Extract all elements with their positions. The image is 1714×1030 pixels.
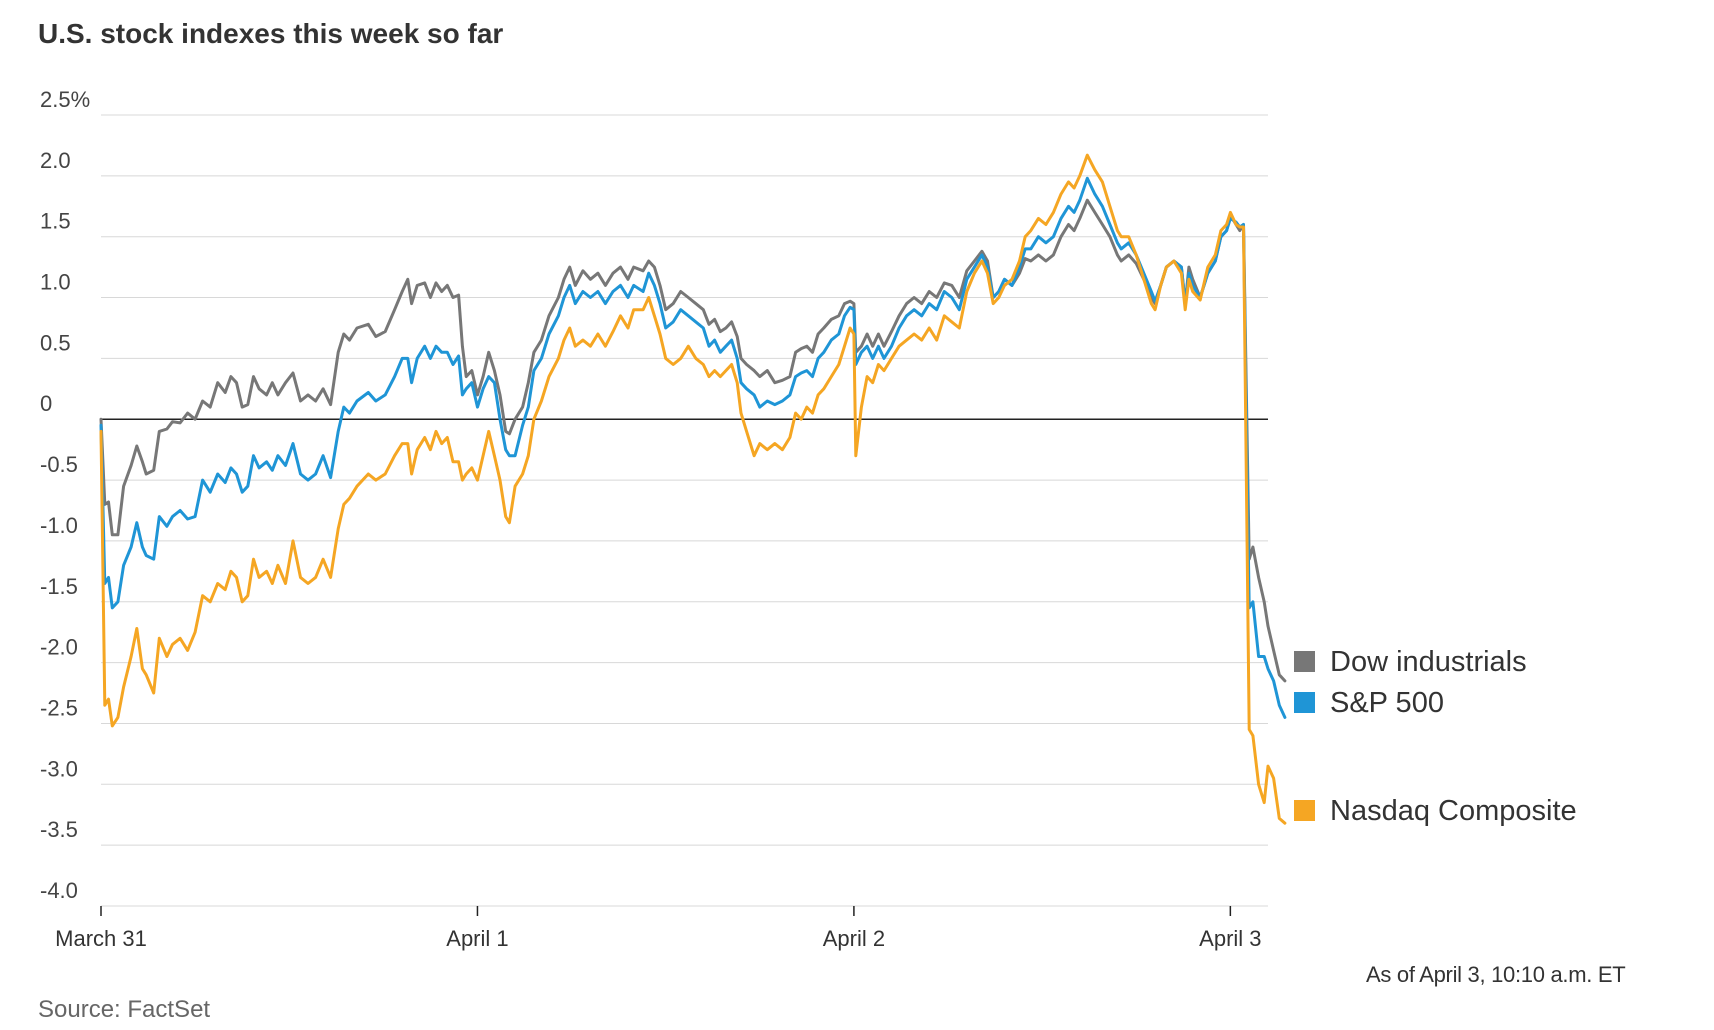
legend: Dow industrials S&P 500 Nasdaq Composite: [1294, 646, 1577, 827]
legend-swatch-nasdaq-composite: [1294, 800, 1315, 821]
series-line-dow-industrials: [99, 198, 1287, 683]
timestamp-note: As of April 3, 10:10 a.m. ET: [1366, 962, 1626, 987]
series-line-s-p-500: [99, 176, 1287, 719]
legend-label-s-p-500: S&P 500: [1330, 687, 1444, 719]
gridlines: [101, 114, 1268, 907]
chart-title: U.S. stock indexes this week so far: [38, 18, 504, 49]
legend-swatch-s-p-500: [1294, 692, 1315, 713]
x-tick-label: April 3: [1199, 926, 1261, 951]
legend-label-dow-industrials: Dow industrials: [1330, 646, 1527, 678]
legend-swatch-dow-industrials: [1294, 651, 1315, 672]
y-tick-label: 2.0: [40, 148, 71, 173]
y-tick-label: -3.0: [40, 756, 78, 781]
y-tick-label: -3.5: [40, 817, 78, 842]
y-tick-label: 1.5: [40, 209, 71, 234]
y-tick-label: 1.0: [40, 270, 71, 295]
y-tick-label: -1.5: [40, 574, 78, 599]
x-axis: March 31 April 1 April 2 April 3: [55, 906, 1262, 951]
y-tick-label: -1.0: [40, 513, 78, 538]
y-tick-label: -2.0: [40, 635, 78, 660]
y-tick-label: 2.5%: [40, 87, 90, 112]
y-tick-label: -0.5: [40, 452, 78, 477]
x-tick-label: April 2: [823, 926, 885, 951]
y-tick-label: -2.5: [40, 695, 78, 720]
legend-label-nasdaq-composite: Nasdaq Composite: [1330, 795, 1577, 827]
x-tick-label: April 1: [446, 926, 508, 951]
source-credit: Source: FactSet: [38, 996, 211, 1023]
y-tick-label: -4.0: [40, 878, 78, 903]
y-tick-label: 0: [40, 391, 52, 416]
series-line-nasdaq-composite: [99, 153, 1287, 825]
series-lines: [99, 153, 1287, 825]
y-tick-label: 0.5: [40, 330, 71, 355]
x-tick-label: March 31: [55, 926, 147, 951]
y-axis-labels: 2.5% 2.0 1.5 1.0 0.5 0 -0.5 -1.0 -1.5 -2.0 -2.5 -3.…: [40, 87, 90, 903]
